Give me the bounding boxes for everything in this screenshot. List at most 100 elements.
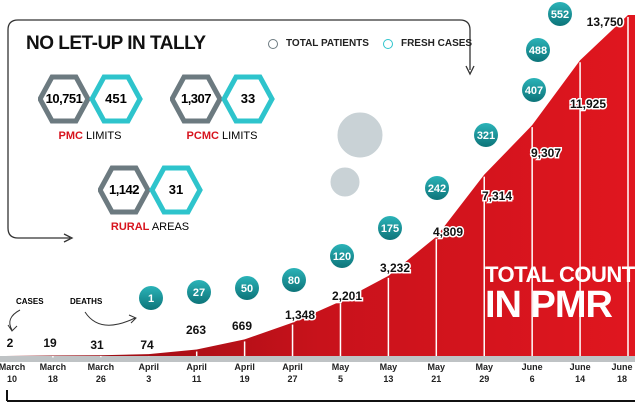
case-label: 9,307 (531, 146, 561, 160)
legend-fresh: FRESH CASES (400, 38, 473, 49)
death-label: 488 (529, 45, 547, 57)
big-title-2: IN PMR (485, 284, 613, 326)
hexagon-pair-icon (38, 74, 143, 124)
x-tick-day: 3 (146, 374, 151, 384)
death-label: 175 (381, 223, 399, 235)
x-tick-month: March (0, 362, 25, 372)
death-label: 1 (148, 293, 154, 305)
region-total: 10,751 (45, 91, 83, 106)
x-tick-day: 5 (338, 374, 343, 384)
x-tick-month: March (88, 362, 115, 372)
region-suffix: AREAS (149, 221, 190, 233)
cases-arrow (7, 309, 21, 332)
death-circle (548, 2, 572, 26)
case-label: 1,348 (285, 308, 315, 322)
death-circle (235, 276, 259, 300)
x-tick-month: May (380, 362, 398, 372)
region-fresh: 451 (105, 91, 127, 106)
x-tick-month: May (332, 362, 350, 372)
x-tick-day: 19 (240, 374, 250, 384)
x-tick-day: 21 (431, 374, 441, 384)
legend-total: TOTAL PATIENTS (286, 38, 369, 49)
death-circle (187, 280, 211, 304)
region-total: 1,142 (108, 182, 140, 197)
case-label: 7,314 (482, 189, 512, 203)
legend: TOTAL PATIENTS FRESH CASES (268, 38, 472, 49)
x-tick-day: 13 (383, 374, 393, 384)
case-label: 19 (43, 336, 57, 350)
region-highlight: PMC (58, 130, 83, 142)
death-label: 552 (551, 9, 569, 21)
x-tick-day: 11 (192, 374, 202, 384)
cases-area (5, 15, 635, 356)
x-tick-month: April (234, 362, 255, 372)
death-label: 27 (193, 287, 205, 299)
case-label: 2,201 (332, 289, 362, 303)
x-tick-day: 14 (575, 374, 585, 384)
arrow-head (63, 65, 475, 243)
case-label: 11,925 (570, 97, 606, 111)
hexagon-pair-icon (170, 74, 275, 124)
death-circle (425, 176, 449, 200)
death-circle (522, 78, 546, 102)
death-circle (474, 123, 498, 147)
case-label: 13,750 (587, 15, 624, 29)
deaths-arrow (84, 311, 137, 326)
cases-label: CASES (16, 297, 44, 306)
region-rural: 1,142 31 RURAL AREAS (98, 165, 218, 245)
x-tick-day: 26 (96, 374, 106, 384)
death-label: 50 (241, 283, 253, 295)
region-highlight: PCMC (186, 130, 219, 142)
case-label: 669 (232, 319, 252, 333)
case-label: 31 (90, 338, 104, 352)
region-pcmc: 1,307 33 PCMC LIMITS (170, 74, 290, 154)
region-fresh: 33 (240, 91, 256, 106)
x-tick-day: 27 (288, 374, 298, 384)
legend-total-icon (268, 38, 278, 49)
big-title-1: TOTAL COUNT (485, 262, 635, 287)
death-label: 321 (477, 130, 495, 142)
region-label: PMC LIMITS (38, 130, 142, 142)
x-tick-month: June (570, 362, 591, 372)
case-label: 4,809 (433, 225, 463, 239)
region-fresh: 31 (168, 182, 184, 197)
region-pmc: 10,751 451 PMC LIMITS (38, 74, 158, 154)
case-label: 263 (186, 323, 206, 337)
region-suffix: LIMITS (82, 130, 122, 142)
death-label: 120 (333, 251, 351, 263)
x-tick-day: 10 (7, 374, 17, 384)
x-tick-day: 29 (479, 374, 489, 384)
death-circle (330, 244, 354, 268)
region-highlight: RURAL (110, 221, 150, 233)
x-tick-month: June (611, 362, 632, 372)
x-tick-day: 18 (617, 374, 627, 384)
x-tick-month: April (186, 362, 207, 372)
x-tick-month: June (522, 362, 543, 372)
region-suffix: LIMITS (218, 130, 258, 142)
death-circle (526, 38, 550, 62)
region-label: RURAL AREAS (98, 221, 202, 233)
death-circle (139, 286, 163, 310)
bracket-box (7, 19, 471, 239)
deaths-label: DEATHS (70, 297, 103, 306)
case-label: 3,232 (380, 261, 410, 275)
death-label: 80 (288, 275, 300, 287)
region-label: PCMC LIMITS (170, 130, 274, 142)
death-label: 242 (428, 183, 446, 195)
case-label: 74 (140, 338, 154, 352)
death-label: 407 (525, 85, 543, 97)
x-tick-month: May (428, 362, 446, 372)
x-tick-month: May (475, 362, 493, 372)
chart-title: NO LET-UP IN TALLY (26, 33, 206, 54)
legend-fresh-icon (382, 38, 393, 49)
x-tick-day: 6 (530, 374, 535, 384)
case-label: 2 (7, 336, 14, 350)
x-tick-day: 18 (48, 374, 58, 384)
x-tick-month: March (40, 362, 67, 372)
death-circle (378, 216, 402, 240)
virus-icon (330, 112, 383, 197)
region-total: 1,307 (180, 91, 212, 106)
x-tick-month: April (282, 362, 303, 372)
